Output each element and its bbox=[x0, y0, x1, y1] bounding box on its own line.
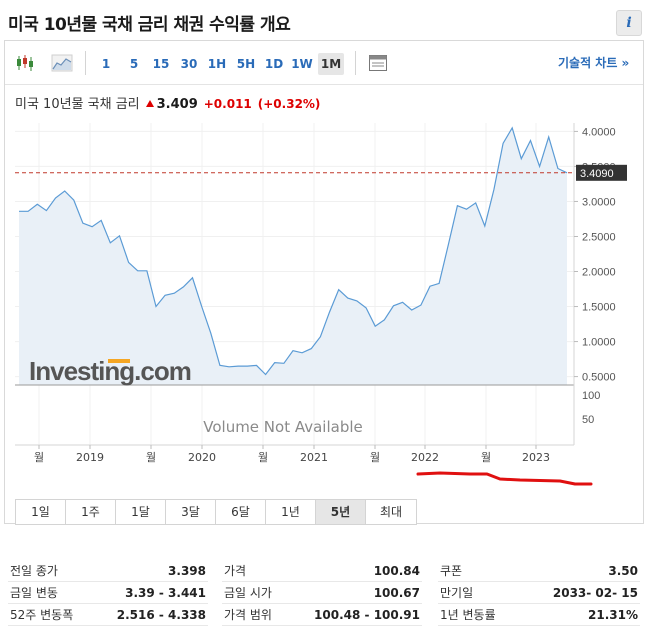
range-button[interactable]: 1일 bbox=[16, 500, 66, 524]
page-header: 미국 10년물 국채 금리 채권 수익률 개요 i bbox=[0, 0, 651, 44]
y-tick-label: 0.5000 bbox=[582, 372, 616, 384]
stat-label: 가격 bbox=[224, 564, 247, 578]
timeframe-1w[interactable]: 1W bbox=[291, 57, 313, 71]
price-line bbox=[19, 126, 568, 376]
stat-label: 만기일 bbox=[440, 586, 474, 600]
volume-tick-label: 50 bbox=[582, 414, 594, 426]
range-button[interactable]: 1달 bbox=[116, 500, 166, 524]
price-change: +0.011 bbox=[203, 97, 252, 111]
range-button[interactable]: 최대 bbox=[366, 500, 416, 524]
stat-label: 전일 종가 bbox=[10, 564, 58, 578]
range-button[interactable]: 3달 bbox=[166, 500, 216, 524]
timeframe-1[interactable]: 1 bbox=[101, 57, 111, 71]
stat-value: 3.50 bbox=[608, 564, 638, 578]
range-button[interactable]: 1년 bbox=[266, 500, 316, 524]
toolbar-divider bbox=[85, 51, 86, 75]
stat-value: 100.67 bbox=[373, 586, 420, 600]
chart-canvas[interactable]: 4.00003.50003.00002.50002.00001.50001.00… bbox=[5, 117, 643, 489]
stat-row: 가격 100.84 bbox=[222, 560, 422, 582]
x-tick-label: 2019 bbox=[76, 451, 104, 464]
x-tick-label: 월 bbox=[370, 451, 380, 464]
x-tick-label: 월 bbox=[481, 451, 491, 464]
stat-label: 쿠폰 bbox=[440, 564, 463, 578]
y-tick-label: 2.0000 bbox=[582, 267, 616, 279]
timeframe-1h[interactable]: 1H bbox=[207, 57, 227, 71]
stat-value: 100.84 bbox=[373, 564, 420, 578]
technical-chart-link[interactable]: 기술적 차트 » bbox=[558, 56, 630, 70]
stats-column: 가격 100.84 금일 시가 100.67 가격 범위 100.48 - 100.91 bbox=[222, 560, 422, 626]
timeframe-15[interactable]: 15 bbox=[152, 57, 170, 71]
current-price-label: 3.4090 bbox=[580, 168, 614, 180]
stat-value: 3.39 - 3.441 bbox=[125, 586, 206, 600]
timeframe-1d[interactable]: 1D bbox=[264, 57, 284, 71]
chart-toolbar: 1 5 15 30 1H 5H 1D 1W 1M 기술적 차트 » bbox=[5, 41, 643, 85]
stat-row: 52주 변동폭 2.516 - 4.338 bbox=[8, 604, 208, 626]
stat-row: 쿠폰 3.50 bbox=[438, 560, 640, 582]
stats-column: 전일 종가 3.398 금일 변동 3.39 - 3.441 52주 변동폭 2.516 … bbox=[8, 560, 208, 626]
timeframe-5[interactable]: 5 bbox=[129, 57, 139, 71]
stat-label: 52주 변동폭 bbox=[10, 608, 74, 622]
x-tick-label: 2021 bbox=[300, 451, 328, 464]
watermark-accent bbox=[108, 359, 130, 363]
stat-value: 100.48 - 100.91 bbox=[314, 608, 420, 622]
stat-row: 금일 변동 3.39 - 3.441 bbox=[8, 582, 208, 604]
stat-value: 2.516 - 4.338 bbox=[116, 608, 206, 622]
stat-row: 1년 변동률 21.31% bbox=[438, 604, 640, 626]
stat-row: 금일 시가 100.67 bbox=[222, 582, 422, 604]
stat-value: 3.398 bbox=[168, 564, 206, 578]
volume-not-available: Volume Not Available bbox=[203, 418, 363, 436]
x-tick-label: 2022 bbox=[411, 451, 439, 464]
price-area bbox=[19, 127, 567, 386]
y-tick-label: 1.0000 bbox=[582, 337, 616, 349]
y-tick-label: 2.5000 bbox=[582, 231, 616, 243]
info-button[interactable]: i bbox=[616, 10, 642, 36]
y-tick-label: 4.0000 bbox=[582, 126, 616, 138]
x-tick-label: 월 bbox=[258, 451, 268, 464]
x-tick-label: 월 bbox=[34, 451, 44, 464]
stat-row: 만기일 2033- 02- 15 bbox=[438, 582, 640, 604]
price-change-percent: (+0.32%) bbox=[257, 97, 321, 111]
stat-row: 전일 종가 3.398 bbox=[8, 560, 208, 582]
range-button[interactable]: 5년 bbox=[316, 500, 366, 524]
timeframe-30[interactable]: 30 bbox=[180, 57, 198, 71]
current-price-badge bbox=[576, 164, 627, 181]
x-tick-label: 2023 bbox=[522, 451, 550, 464]
stat-value: 21.31% bbox=[588, 608, 638, 622]
range-button[interactable]: 1주 bbox=[66, 500, 116, 524]
y-tick-label: 3.0000 bbox=[582, 196, 616, 208]
timeframe-1m[interactable]: 1M bbox=[318, 53, 344, 75]
stat-label: 금일 시가 bbox=[224, 586, 272, 600]
page-title: 미국 10년물 국채 금리 채권 수익률 개요 bbox=[8, 15, 291, 35]
table-view-icon[interactable] bbox=[368, 53, 388, 73]
stats-column: 쿠폰 3.50 만기일 2033- 02- 15 1년 변동률 21.31% bbox=[438, 560, 640, 626]
up-arrow-icon bbox=[145, 100, 154, 107]
y-tick-label: 1.5000 bbox=[582, 302, 616, 314]
range-button[interactable]: 6달 bbox=[216, 500, 266, 524]
stat-label: 금일 변동 bbox=[10, 586, 58, 600]
stat-row: 가격 범위 100.48 - 100.91 bbox=[222, 604, 422, 626]
area-chart-icon[interactable] bbox=[51, 53, 73, 73]
stat-value: 2033- 02- 15 bbox=[552, 586, 638, 600]
candlestick-icon[interactable] bbox=[15, 53, 35, 73]
toolbar-divider bbox=[355, 51, 356, 75]
bond-stats: 전일 종가 3.398 금일 변동 3.39 - 3.441 52주 변동폭 2.516 … bbox=[8, 560, 642, 626]
last-price: 3.409 bbox=[156, 97, 198, 112]
range-selector: 1일 1주 1달 3달 6달 1년 5년 최대 bbox=[15, 499, 417, 525]
volume-tick-label: 100 bbox=[582, 390, 600, 402]
stat-label: 가격 범위 bbox=[224, 608, 272, 622]
stat-label: 1년 변동률 bbox=[440, 608, 496, 622]
chart-widget: 1 5 15 30 1H 5H 1D 1W 1M 기술적 차트 » 미국 10년… bbox=[4, 40, 644, 525]
price-chart[interactable]: 4.00003.50003.00002.50002.00001.50001.00… bbox=[5, 117, 643, 489]
quote-row: 미국 10년물 국채 금리 3.409 +0.011 (+0.32%) bbox=[15, 93, 321, 112]
instrument-name: 미국 10년물 국채 금리 bbox=[15, 97, 140, 112]
x-tick-label: 월 bbox=[146, 451, 156, 464]
x-tick-label: 2020 bbox=[188, 451, 216, 464]
timeframe-5h[interactable]: 5H bbox=[236, 57, 256, 71]
